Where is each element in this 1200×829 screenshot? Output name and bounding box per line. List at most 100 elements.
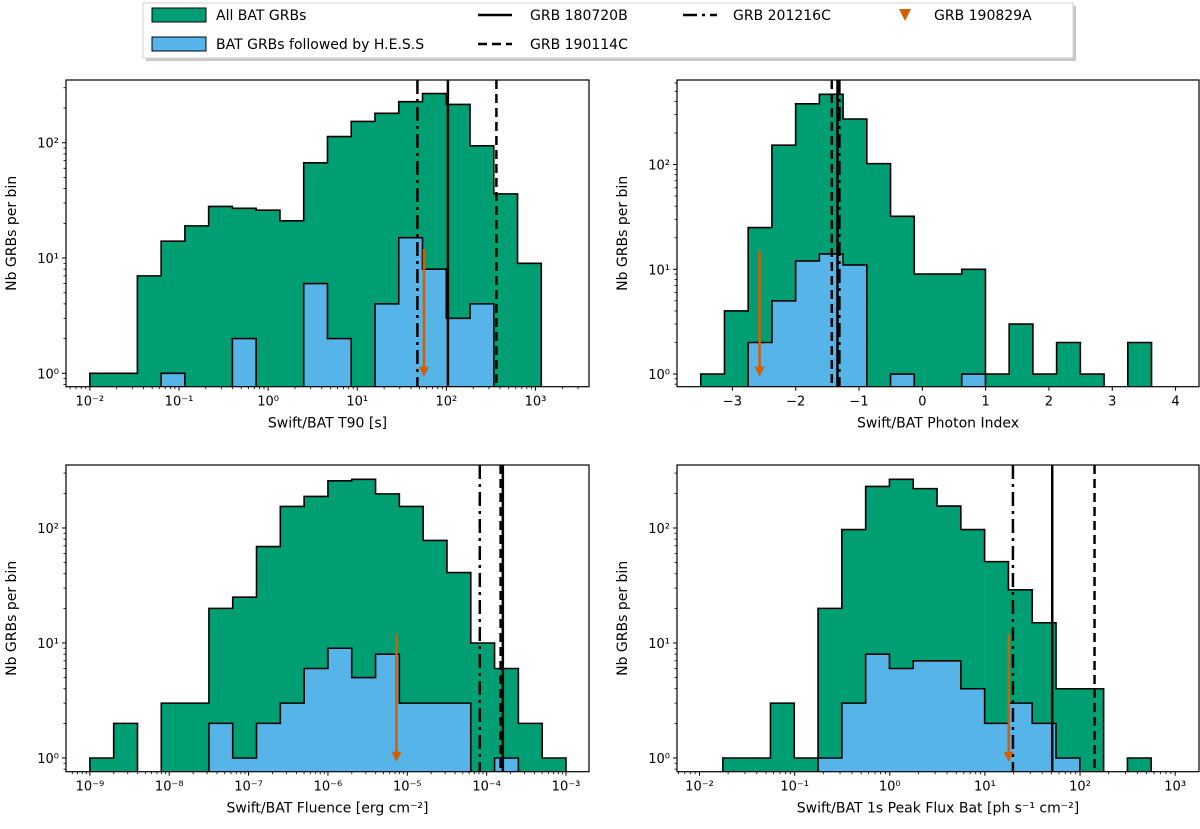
all-grbs-bar — [493, 193, 518, 387]
hess-grbs-bar — [818, 757, 843, 772]
upper-limit-arrow-grb-190829a — [754, 250, 765, 377]
upper-limit-arrow-grb-190829a — [418, 248, 429, 377]
x-tick-label: 4 — [1171, 395, 1179, 410]
y-tick-label: 10¹ — [37, 252, 59, 267]
legend-hess-patch — [151, 36, 207, 52]
all-grbs-bar — [89, 757, 114, 772]
x-tick-label: 10⁻¹ — [165, 395, 194, 410]
hess-grbs-bar — [327, 648, 353, 772]
hess-grbs-bar — [232, 338, 257, 387]
legend-201216c-label: GRB 201216C — [733, 8, 831, 24]
hess-grbs-outline — [747, 253, 987, 387]
hess-grbs-outline — [160, 236, 495, 387]
hess-grbs-bar — [398, 237, 423, 387]
hess-grbs-outline — [208, 647, 520, 772]
all-grbs-bar — [184, 225, 209, 387]
plot-area — [89, 80, 543, 387]
y-tick-label: 10⁰ — [648, 752, 670, 767]
all-grbs-bar — [494, 668, 519, 772]
x-tick-label: 10⁻¹ — [780, 780, 809, 795]
hess-grbs-bar — [327, 338, 352, 387]
x-axis-label: Swift/BAT 1s Peak Flux Bat [ph s⁻¹ cm⁻²] — [797, 801, 1079, 817]
hess-grbs-bar — [771, 300, 796, 387]
x-axis-label: Swift/BAT Photon Index — [857, 416, 1019, 432]
legend-all-label: All BAT GRBs — [216, 8, 306, 24]
legend-190114c-label: GRB 190114C — [530, 37, 628, 53]
panel-3: 10⁻⁹ 10⁻⁸ 10⁻⁷ 10⁻⁶ 10⁻⁵ 10⁻⁴ 10⁻³ 10⁰ 10¹ 10² Swi… — [4, 464, 590, 817]
hess-grbs-bar — [913, 660, 938, 772]
all-grbs-bar — [518, 723, 543, 772]
all-grbs-bar — [89, 373, 114, 387]
hess-grbs-bar — [208, 723, 234, 772]
y-tick-label: 10² — [648, 522, 670, 537]
hess-grbs-bar — [351, 677, 376, 772]
plot-area — [722, 465, 1153, 772]
all-grbs-bar — [161, 241, 186, 387]
hess-grbs-bar — [399, 703, 424, 772]
all-grbs-bar — [232, 597, 257, 772]
x-tick-label: 10⁻⁷ — [234, 780, 263, 795]
hess-grbs-bar — [256, 723, 281, 772]
all-grbs-outline — [722, 478, 1153, 772]
x-tick-label: 10⁻⁸ — [155, 780, 184, 795]
legend-down-triangle-icon — [899, 9, 911, 21]
all-grbs-bar — [700, 374, 725, 387]
x-tick-label: 0 — [918, 395, 926, 410]
y-tick-label: 10² — [37, 522, 59, 537]
x-tick-label: 10⁻⁴ — [472, 780, 501, 795]
plot-area — [699, 80, 1153, 387]
all-grbs-bar — [914, 274, 939, 387]
all-grbs-outline — [89, 478, 567, 772]
y-tick-label: 10¹ — [37, 637, 59, 652]
legend-all-patch — [151, 7, 207, 23]
y-tick-label: 10² — [37, 137, 59, 152]
y-tick-label: 10² — [648, 159, 670, 174]
legend-190829a-label: GRB 190829A — [934, 8, 1032, 24]
all-grbs-outline — [699, 93, 1153, 387]
arrow-head-icon — [1003, 751, 1014, 762]
hess-grbs-bar — [795, 260, 820, 387]
hess-grbs-bar — [161, 373, 186, 387]
all-grbs-bar — [770, 703, 795, 772]
all-grbs-bar — [185, 703, 210, 772]
all-grbs-bar — [794, 757, 819, 772]
all-grbs-bar — [113, 373, 138, 387]
hess-grbs-series — [160, 236, 495, 387]
hess-grbs-bar — [494, 757, 519, 772]
all-grbs-bar — [724, 310, 749, 387]
all-grbs-bar — [517, 263, 542, 387]
x-tick-label: −2 — [786, 395, 805, 410]
x-axis-label: Swift/BAT T90 [s] — [268, 416, 387, 432]
x-tick-label: 10³ — [1164, 780, 1186, 795]
upper-limit-arrow-grb-190829a — [1003, 633, 1014, 762]
hess-grbs-outline — [817, 653, 1081, 772]
y-axis-label: Nb GRBs per bin — [4, 176, 20, 291]
hess-grbs-bar — [841, 703, 866, 772]
all-grbs-bar — [161, 703, 186, 772]
axes-frame — [676, 79, 1200, 388]
x-tick-label: 10⁻⁹ — [76, 780, 105, 795]
x-tick-label: 10⁻⁵ — [393, 780, 422, 795]
all-grbs-bar — [818, 608, 843, 772]
hess-grbs-bar — [960, 688, 985, 772]
all-grbs-bar — [470, 642, 495, 772]
all-grbs-bar — [208, 206, 233, 387]
arrow-head-icon — [391, 751, 402, 762]
all-grbs-bar — [256, 210, 281, 387]
x-tick-label: 10² — [1069, 780, 1091, 795]
all-grbs-bar — [1127, 757, 1152, 772]
arrow-head-icon — [754, 366, 765, 377]
hess-grbs-series — [747, 253, 987, 387]
plot-area — [89, 465, 567, 772]
x-tick-label: 3 — [1108, 395, 1116, 410]
hess-grbs-bar — [304, 668, 329, 772]
hess-grbs-bar — [889, 668, 914, 772]
all-grbs-bar — [866, 163, 891, 387]
x-tick-label: 10⁻³ — [552, 780, 581, 795]
all-grbs-bar — [985, 374, 1010, 387]
hess-grbs-bar — [843, 264, 868, 387]
all-grbs-bar — [1009, 324, 1034, 387]
hess-grbs-bar — [374, 303, 400, 387]
x-tick-label: 2 — [1045, 395, 1053, 410]
y-tick-label: 10⁰ — [37, 752, 59, 767]
